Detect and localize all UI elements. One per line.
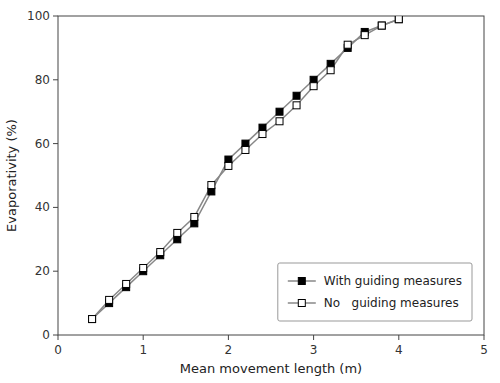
point xyxy=(395,16,402,23)
y-tick xyxy=(53,207,58,208)
point xyxy=(225,162,232,169)
y-tick-label: 60 xyxy=(35,137,50,151)
point xyxy=(378,22,385,29)
point xyxy=(242,146,249,153)
x-tick xyxy=(143,335,144,340)
point xyxy=(191,213,198,220)
y-tick xyxy=(53,335,58,336)
point xyxy=(276,108,283,115)
x-tick-label: 4 xyxy=(395,343,403,357)
point xyxy=(310,83,317,90)
legend-label: With guiding measures xyxy=(324,274,462,288)
x-tick-label: 3 xyxy=(310,343,318,357)
x-axis-label: Mean movement length (m) xyxy=(180,361,362,376)
y-tick-label: 20 xyxy=(35,264,50,278)
point xyxy=(276,118,283,125)
y-tick xyxy=(53,79,58,80)
y-tick xyxy=(53,16,58,17)
x-tick xyxy=(398,335,399,340)
point xyxy=(89,316,96,323)
legend-marker xyxy=(298,300,305,307)
legend: With guiding measures No guiding measures xyxy=(278,263,472,321)
y-tick xyxy=(53,271,58,272)
y-axis-label: Evaporativity (%) xyxy=(4,119,19,232)
x-tick-label: 1 xyxy=(139,343,147,357)
point xyxy=(293,92,300,99)
x-tick-label: 0 xyxy=(54,343,62,357)
point xyxy=(106,296,113,303)
legend-box xyxy=(278,263,472,321)
point xyxy=(344,41,351,48)
y-tick xyxy=(53,143,58,144)
point xyxy=(395,16,402,23)
x-tick-label: 2 xyxy=(225,343,233,357)
legend-marker xyxy=(298,278,305,285)
point xyxy=(123,280,130,287)
point xyxy=(259,131,266,138)
x-tick xyxy=(58,335,59,340)
y-tick-label: 0 xyxy=(42,328,50,342)
y-tick-label: 80 xyxy=(35,73,50,87)
y-tick-label: 100 xyxy=(27,9,50,23)
point xyxy=(140,265,147,272)
x-tick-label: 5 xyxy=(480,343,488,357)
chart: 0 1 2 3 4 5 0 20 40 60 80 100 Mean movement length (… xyxy=(0,0,500,383)
point xyxy=(174,229,181,236)
legend-label: No guiding measures xyxy=(324,296,459,310)
point xyxy=(208,182,215,189)
plot-frame xyxy=(58,16,484,335)
point xyxy=(361,32,368,39)
point xyxy=(89,316,96,323)
point xyxy=(157,249,164,256)
x-tick xyxy=(484,335,485,340)
x-tick xyxy=(228,335,229,340)
y-tick-label: 40 xyxy=(35,200,50,214)
x-tick xyxy=(313,335,314,340)
point xyxy=(293,102,300,109)
point xyxy=(378,22,385,29)
point xyxy=(327,67,334,74)
